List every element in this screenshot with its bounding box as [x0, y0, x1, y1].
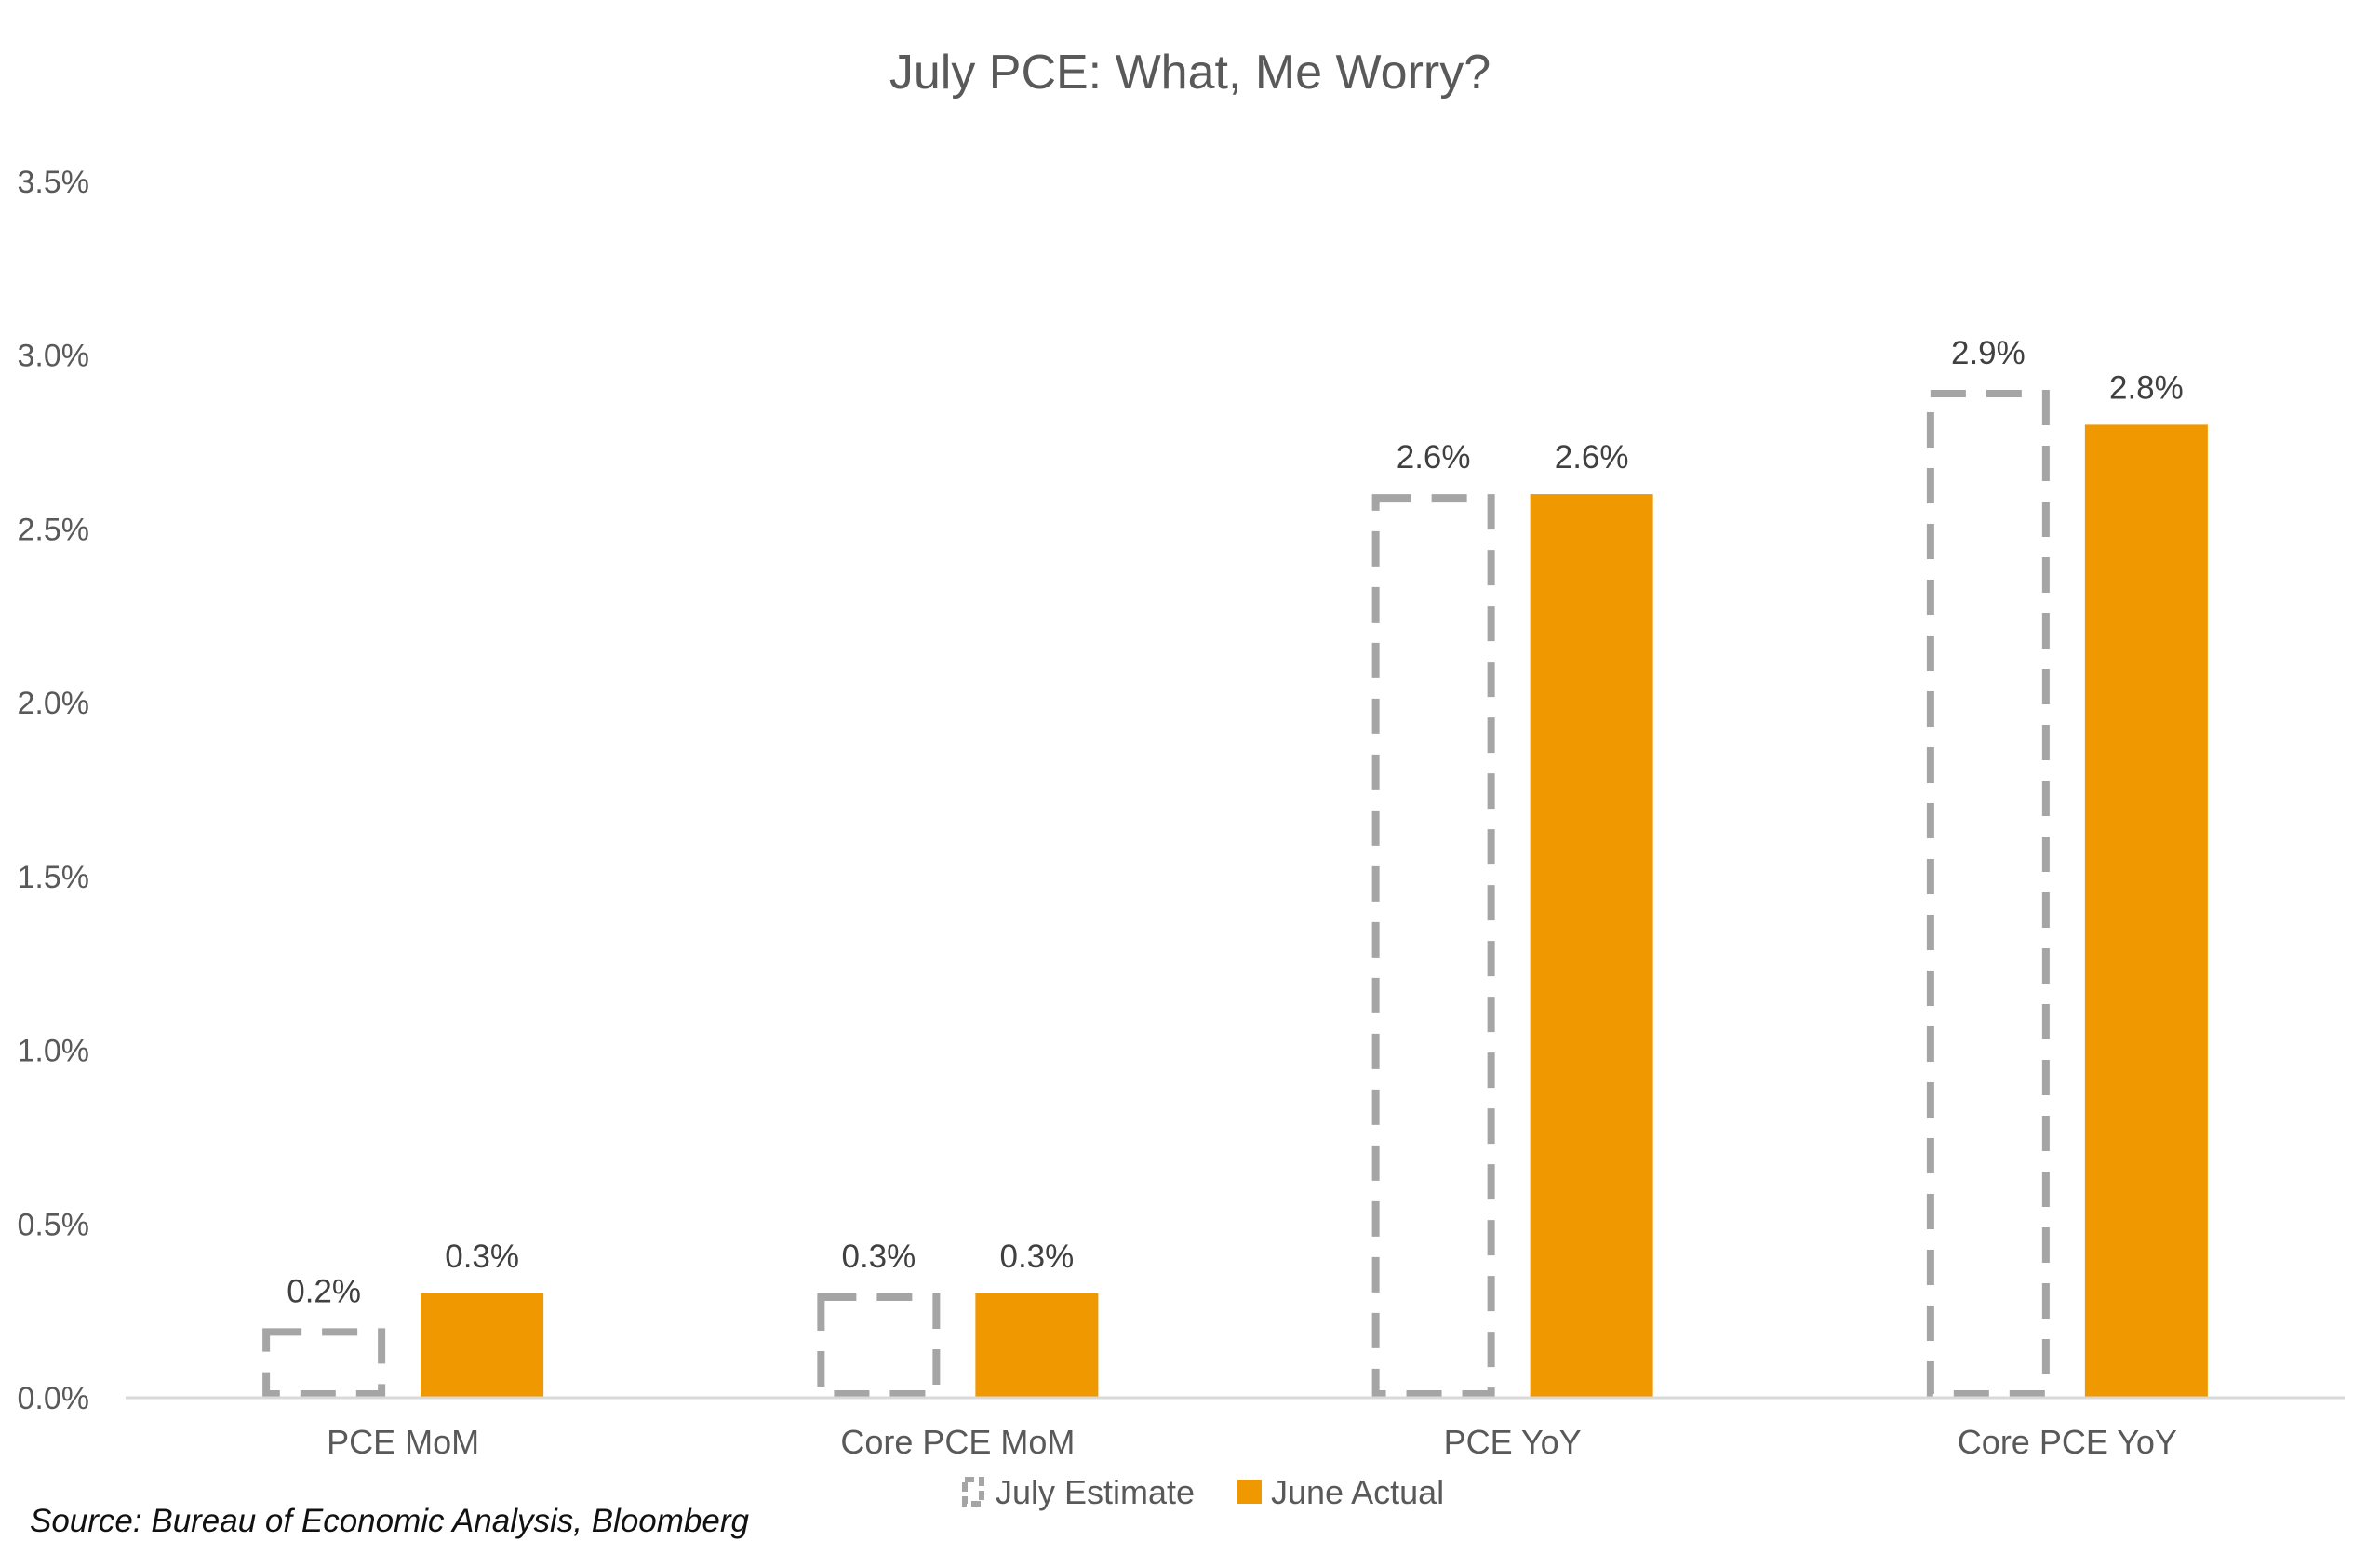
- x-category-label: Core PCE YoY: [1958, 1423, 2177, 1461]
- y-tick-label: 1.0%: [18, 1034, 90, 1069]
- x-category-label: PCE YoY: [1444, 1423, 1582, 1461]
- y-tick-label: 2.0%: [18, 686, 90, 721]
- y-tick-label: 0.0%: [18, 1381, 90, 1416]
- bar-june-actual: [1530, 494, 1653, 1398]
- x-category-label: PCE MoM: [327, 1423, 479, 1461]
- bar-july-estimate: [262, 1328, 386, 1399]
- chart-title: July PCE: What, Me Worry?: [889, 46, 1491, 100]
- x-axis: PCE MoM Core PCE MoM PCE YoY Core PCE YoY: [126, 1396, 2345, 1461]
- legend-label-june-actual: June Actual: [1271, 1473, 1444, 1511]
- legend-label-july-estimate: July Estimate: [996, 1473, 1195, 1511]
- data-label-july-estimate: 2.6%: [1397, 439, 1471, 476]
- data-label-july-estimate: 0.3%: [841, 1239, 916, 1275]
- y-axis: 0.0% 0.5% 1.0% 1.5% 2.0% 2.5% 3.0% 3.5%: [18, 165, 90, 1416]
- y-tick-label: 2.5%: [18, 512, 90, 547]
- y-tick-label: 3.5%: [18, 165, 90, 200]
- legend-swatch-july-estimate: [962, 1477, 984, 1507]
- data-label-june-actual: 0.3%: [999, 1239, 1074, 1275]
- legend: July Estimate June Actual: [962, 1473, 1444, 1511]
- data-label-july-estimate: 0.2%: [287, 1273, 361, 1309]
- data-label-july-estimate: 2.9%: [1951, 335, 2026, 371]
- source-note: Source: Bureau of Economic Analysis, Blo…: [30, 1503, 750, 1539]
- bar-july-estimate: [817, 1293, 941, 1399]
- bar-july-estimate: [1371, 494, 1495, 1398]
- data-label-june-actual: 0.3%: [445, 1239, 519, 1275]
- x-category-label: Core PCE MoM: [840, 1423, 1075, 1461]
- bar-july-estimate: [1926, 390, 2050, 1398]
- y-tick-label: 0.5%: [18, 1207, 90, 1242]
- y-tick-label: 3.0%: [18, 339, 90, 374]
- bar-group: 0.2% 0.3% 0.3% 0.3% 2.6% 2.6% 2.9% 2.8%: [262, 335, 2208, 1399]
- bar-june-actual: [2084, 424, 2208, 1398]
- y-tick-label: 1.5%: [18, 860, 90, 895]
- bar-june-actual: [421, 1293, 544, 1398]
- bar-june-actual: [975, 1293, 1099, 1398]
- legend-swatch-june-actual: [1237, 1480, 1262, 1504]
- data-label-june-actual: 2.8%: [2109, 369, 2184, 406]
- data-label-june-actual: 2.6%: [1555, 439, 1629, 476]
